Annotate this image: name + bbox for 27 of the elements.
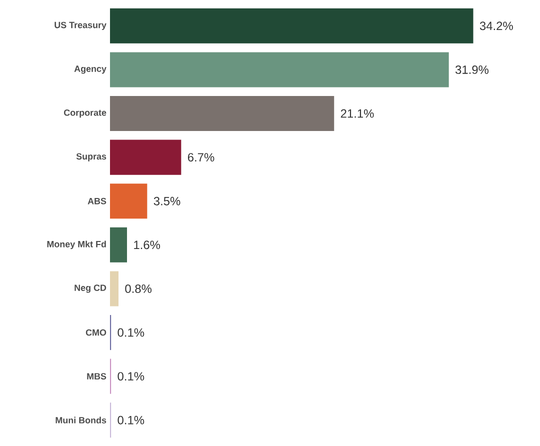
- bar: [110, 8, 474, 44]
- bar: [110, 271, 118, 306]
- y-tick-label: MBS: [87, 373, 106, 380]
- y-tick-label: ABS: [88, 198, 106, 204]
- data-label: 0.1%: [118, 372, 144, 381]
- bar: [110, 140, 182, 175]
- bar: [110, 227, 127, 262]
- data-label: 0.1%: [118, 416, 144, 424]
- y-tick-label: US Treasury: [54, 22, 106, 30]
- data-label: 6.7%: [188, 153, 214, 162]
- bar: [110, 52, 449, 88]
- y-tick-label: Muni Bonds: [56, 416, 106, 424]
- data-label: 0.8%: [125, 284, 152, 293]
- data-label: 34.2%: [480, 22, 513, 30]
- data-label: 0.1%: [118, 328, 144, 337]
- data-label: 31.9%: [455, 65, 488, 74]
- data-label: 1.6%: [134, 240, 160, 250]
- bar: [110, 184, 148, 219]
- data-label: 3.5%: [154, 196, 180, 206]
- y-tick-label: Neg CD: [74, 284, 106, 293]
- y-tick-label: Agency: [74, 66, 106, 74]
- y-tick-label: CMO: [86, 329, 106, 336]
- y-tick-label: Corporate: [64, 109, 106, 118]
- bar: [110, 96, 334, 132]
- y-tick-label: Money Mkt Fd: [47, 240, 106, 250]
- data-label: 21.1%: [340, 109, 374, 118]
- y-tick-label: Supras: [76, 153, 106, 162]
